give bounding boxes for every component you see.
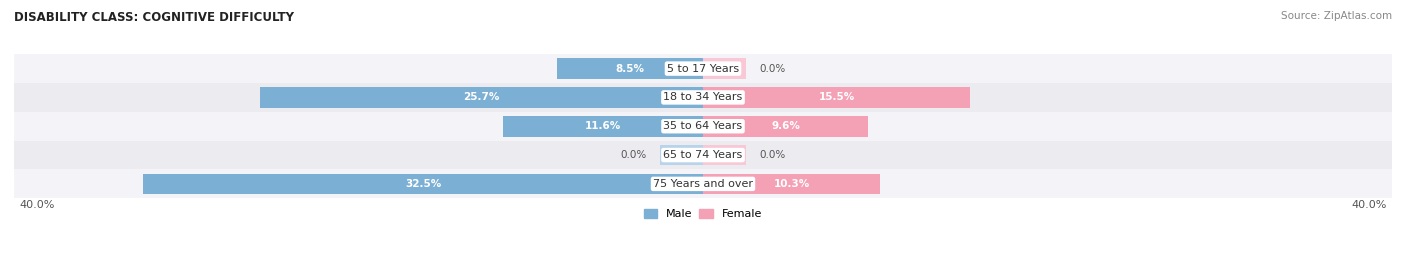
Text: 0.0%: 0.0%	[620, 150, 647, 160]
Text: 35 to 64 Years: 35 to 64 Years	[664, 121, 742, 131]
Bar	[703, 87, 970, 108]
Bar	[14, 112, 1392, 141]
Bar	[703, 58, 747, 79]
Bar	[557, 58, 703, 79]
Text: 18 to 34 Years: 18 to 34 Years	[664, 93, 742, 102]
Bar	[659, 145, 703, 165]
Text: 5 to 17 Years: 5 to 17 Years	[666, 63, 740, 74]
Bar	[14, 83, 1392, 112]
Bar	[14, 54, 1392, 83]
Text: 0.0%: 0.0%	[759, 63, 786, 74]
Bar	[143, 174, 703, 194]
Bar	[14, 141, 1392, 169]
Text: 25.7%: 25.7%	[464, 93, 501, 102]
Text: 11.6%: 11.6%	[585, 121, 621, 131]
Legend: Male, Female: Male, Female	[640, 204, 766, 224]
Bar	[703, 174, 880, 194]
Text: 75 Years and over: 75 Years and over	[652, 179, 754, 189]
Bar	[503, 116, 703, 137]
Text: DISABILITY CLASS: COGNITIVE DIFFICULTY: DISABILITY CLASS: COGNITIVE DIFFICULTY	[14, 11, 294, 24]
Text: 8.5%: 8.5%	[616, 63, 644, 74]
Bar	[703, 116, 869, 137]
Text: 40.0%: 40.0%	[1351, 200, 1386, 210]
Text: 32.5%: 32.5%	[405, 179, 441, 189]
Bar	[14, 169, 1392, 198]
Text: 9.6%: 9.6%	[772, 121, 800, 131]
Text: 65 to 74 Years: 65 to 74 Years	[664, 150, 742, 160]
Text: 15.5%: 15.5%	[818, 93, 855, 102]
Text: 0.0%: 0.0%	[759, 150, 786, 160]
Text: Source: ZipAtlas.com: Source: ZipAtlas.com	[1281, 11, 1392, 21]
Text: 40.0%: 40.0%	[20, 200, 55, 210]
Text: 10.3%: 10.3%	[773, 179, 810, 189]
Bar	[260, 87, 703, 108]
Bar	[703, 145, 747, 165]
